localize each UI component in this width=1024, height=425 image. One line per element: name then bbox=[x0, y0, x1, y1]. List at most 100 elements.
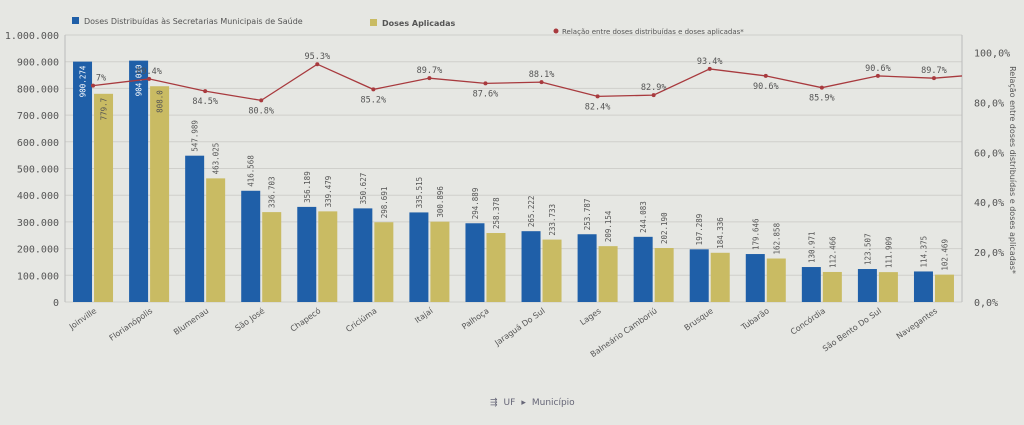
ratio-point bbox=[483, 81, 488, 86]
y-tick-label: 200.000 bbox=[17, 245, 59, 256]
bar-distribuidas bbox=[801, 267, 821, 302]
bar-distribuidas bbox=[297, 206, 317, 302]
ratio-point bbox=[539, 80, 544, 85]
data-label: 298.691 bbox=[380, 187, 389, 219]
data-label: 339.479 bbox=[324, 176, 333, 208]
bar-aplicadas bbox=[374, 222, 394, 302]
ratio-label: 85.2% bbox=[361, 95, 387, 105]
data-label: 808.0 bbox=[156, 90, 165, 113]
y-tick-label: 800.000 bbox=[17, 84, 59, 95]
ratio-point bbox=[763, 73, 768, 78]
bar-distribuidas bbox=[521, 231, 541, 302]
ratio-point bbox=[203, 89, 208, 94]
ratio-point bbox=[91, 83, 96, 88]
bar-aplicadas bbox=[710, 252, 730, 302]
breadcrumb-municipio[interactable]: Município bbox=[531, 398, 575, 408]
ratio-label: 84.5% bbox=[192, 97, 218, 107]
ratio-point bbox=[315, 62, 320, 67]
bar-aplicadas bbox=[766, 258, 786, 302]
y-tick-label: 1.000.000 bbox=[5, 31, 59, 42]
ratio-label: 85.9% bbox=[809, 94, 835, 104]
ratio-point bbox=[819, 85, 824, 90]
x-tick-label: Navegantes bbox=[895, 306, 939, 341]
bar-aplicadas bbox=[430, 221, 450, 302]
x-tick-label: Lages bbox=[578, 306, 602, 327]
x-tick-label: Jaraguá Do Sul bbox=[492, 306, 546, 348]
data-label: 336.703 bbox=[268, 176, 277, 208]
bar-distribuidas bbox=[409, 212, 429, 302]
ratio-label: 89.7% bbox=[417, 66, 443, 76]
x-tick-label: Blumenau bbox=[172, 306, 210, 337]
data-label: 547.989 bbox=[191, 120, 200, 152]
data-label: 111.909 bbox=[884, 237, 893, 269]
data-label: 335.515 bbox=[415, 177, 424, 209]
x-tick-label: Tubarão bbox=[739, 306, 771, 332]
y2-axis-title: Relação entre doses distribuídas e doses… bbox=[1008, 66, 1017, 274]
y-tick-label: 600.000 bbox=[17, 138, 59, 149]
bar-distribuidas bbox=[353, 208, 373, 302]
ratio-label: 7% bbox=[96, 74, 106, 84]
y2-tick-label: 100,0% bbox=[974, 48, 1010, 59]
bar-distribuidas bbox=[241, 190, 261, 302]
ratio-label: 87.6% bbox=[473, 89, 499, 99]
x-tick-label: Joinville bbox=[67, 306, 98, 332]
bar-aplicadas bbox=[878, 272, 898, 302]
data-label: 114.375 bbox=[919, 236, 928, 268]
x-tick-label: Brusque bbox=[683, 306, 715, 332]
legend-swatch-distribuidas bbox=[72, 17, 79, 24]
bar-distribuidas bbox=[73, 61, 93, 302]
legend-swatch-aplicadas bbox=[370, 19, 377, 26]
bar-distribuidas bbox=[913, 271, 933, 302]
data-label: 294.889 bbox=[471, 188, 480, 220]
legend-label-aplicadas: Doses Aplicadas bbox=[382, 19, 456, 28]
y-tick-label: 900.000 bbox=[17, 58, 59, 69]
drill-breadcrumb: ⇶ UF ▸ Município bbox=[490, 398, 575, 408]
y-tick-label: 400.000 bbox=[17, 191, 59, 202]
data-label: 123.507 bbox=[863, 233, 872, 265]
ratio-point bbox=[875, 73, 880, 78]
x-tick-label: São Bento Do Sul bbox=[821, 306, 883, 353]
data-label: 356.189 bbox=[303, 171, 312, 203]
y2-tick-label: 80,0% bbox=[974, 98, 1004, 109]
ratio-label: 80.8% bbox=[248, 106, 274, 116]
data-label: 253.787 bbox=[583, 199, 592, 231]
ratio-label: 93.4% bbox=[697, 57, 723, 67]
data-label: 202.190 bbox=[660, 212, 669, 244]
ratio-point bbox=[427, 76, 432, 81]
drill-icon[interactable]: ⇶ bbox=[490, 398, 498, 408]
ratio-label: 82.9% bbox=[641, 83, 667, 93]
data-label: 102.469 bbox=[940, 239, 949, 271]
data-label: 463.025 bbox=[212, 143, 221, 175]
data-label: 265.222 bbox=[527, 196, 536, 228]
x-tick-label: Florianópolis bbox=[107, 305, 154, 342]
data-label: 179.646 bbox=[751, 218, 760, 250]
x-tick-label: Concórdia bbox=[788, 305, 827, 336]
data-label: 112.466 bbox=[828, 236, 837, 268]
ratio-point bbox=[371, 87, 376, 92]
bar-aplicadas bbox=[94, 93, 114, 302]
y2-tick-label: 20,0% bbox=[974, 248, 1004, 259]
y-tick-label: 500.000 bbox=[17, 165, 59, 176]
bar-distribuidas bbox=[745, 254, 765, 302]
bar-distribuidas bbox=[689, 249, 709, 302]
data-label: 244.083 bbox=[639, 201, 648, 233]
data-label: 233.733 bbox=[548, 204, 557, 236]
data-label: 350.627 bbox=[359, 173, 368, 205]
ratio-point bbox=[707, 66, 712, 71]
data-label: 162.858 bbox=[772, 222, 781, 254]
x-tick-label: São José bbox=[233, 305, 266, 333]
bar-distribuidas bbox=[857, 269, 877, 302]
breadcrumb-separator: ▸ bbox=[521, 398, 526, 408]
ratio-point bbox=[931, 76, 936, 81]
ratio-label: 89.7% bbox=[921, 66, 947, 76]
bar-aplicadas bbox=[822, 271, 842, 302]
data-label: 197.289 bbox=[695, 214, 704, 246]
ratio-point bbox=[651, 93, 656, 98]
ratio-point bbox=[259, 98, 264, 103]
ratio-label: 89.4% bbox=[136, 67, 162, 77]
breadcrumb-uf[interactable]: UF bbox=[503, 398, 516, 408]
data-label: 300.896 bbox=[436, 186, 445, 218]
x-tick-label: Chapecó bbox=[288, 305, 322, 333]
y-tick-label: 300.000 bbox=[17, 218, 59, 229]
